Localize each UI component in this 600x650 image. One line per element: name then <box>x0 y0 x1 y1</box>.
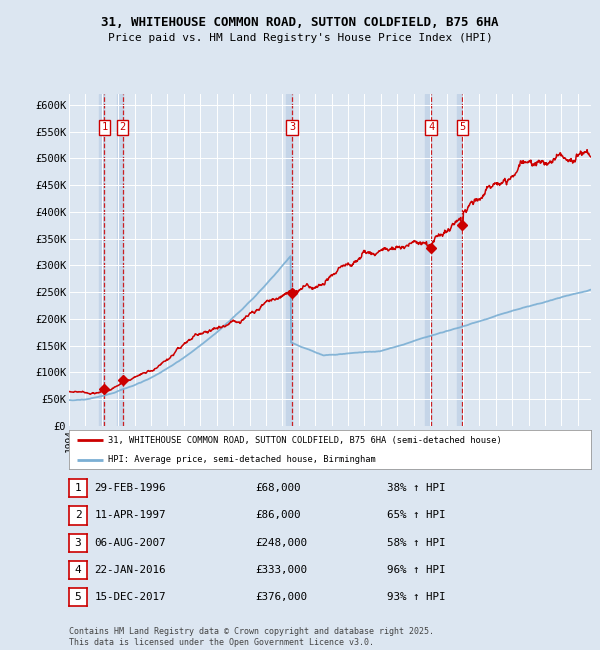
Text: Contains HM Land Registry data © Crown copyright and database right 2025.
This d: Contains HM Land Registry data © Crown c… <box>69 627 434 647</box>
Text: 3: 3 <box>289 122 295 133</box>
Text: £248,000: £248,000 <box>255 538 307 548</box>
Text: 2: 2 <box>74 510 82 521</box>
Text: 3: 3 <box>74 538 82 548</box>
Text: 58% ↑ HPI: 58% ↑ HPI <box>387 538 445 548</box>
Bar <box>425 94 431 426</box>
Text: £333,000: £333,000 <box>255 565 307 575</box>
Text: 5: 5 <box>459 122 466 133</box>
Text: 15-DEC-2017: 15-DEC-2017 <box>94 592 166 603</box>
Text: 96% ↑ HPI: 96% ↑ HPI <box>387 565 445 575</box>
Text: 31, WHITEHOUSE COMMON ROAD, SUTTON COLDFIELD, B75 6HA (semi-detached house): 31, WHITEHOUSE COMMON ROAD, SUTTON COLDF… <box>108 436 502 445</box>
Text: £376,000: £376,000 <box>255 592 307 603</box>
Text: 5: 5 <box>74 592 82 603</box>
Bar <box>286 94 292 426</box>
Bar <box>117 94 122 426</box>
Text: 4: 4 <box>74 565 82 575</box>
Text: 29-FEB-1996: 29-FEB-1996 <box>94 483 166 493</box>
Text: 06-AUG-2007: 06-AUG-2007 <box>94 538 166 548</box>
Text: 1: 1 <box>101 122 107 133</box>
Text: 2: 2 <box>119 122 126 133</box>
Text: 93% ↑ HPI: 93% ↑ HPI <box>387 592 445 603</box>
Text: 11-APR-1997: 11-APR-1997 <box>94 510 166 521</box>
Text: 38% ↑ HPI: 38% ↑ HPI <box>387 483 445 493</box>
Bar <box>457 94 463 426</box>
Text: 22-JAN-2016: 22-JAN-2016 <box>94 565 166 575</box>
Text: HPI: Average price, semi-detached house, Birmingham: HPI: Average price, semi-detached house,… <box>108 455 376 464</box>
Text: 31, WHITEHOUSE COMMON ROAD, SUTTON COLDFIELD, B75 6HA: 31, WHITEHOUSE COMMON ROAD, SUTTON COLDF… <box>101 16 499 29</box>
Text: 65% ↑ HPI: 65% ↑ HPI <box>387 510 445 521</box>
Text: 4: 4 <box>428 122 434 133</box>
Text: £68,000: £68,000 <box>255 483 301 493</box>
Text: 1: 1 <box>74 483 82 493</box>
Bar <box>99 94 104 426</box>
Text: £86,000: £86,000 <box>255 510 301 521</box>
Text: Price paid vs. HM Land Registry's House Price Index (HPI): Price paid vs. HM Land Registry's House … <box>107 32 493 43</box>
